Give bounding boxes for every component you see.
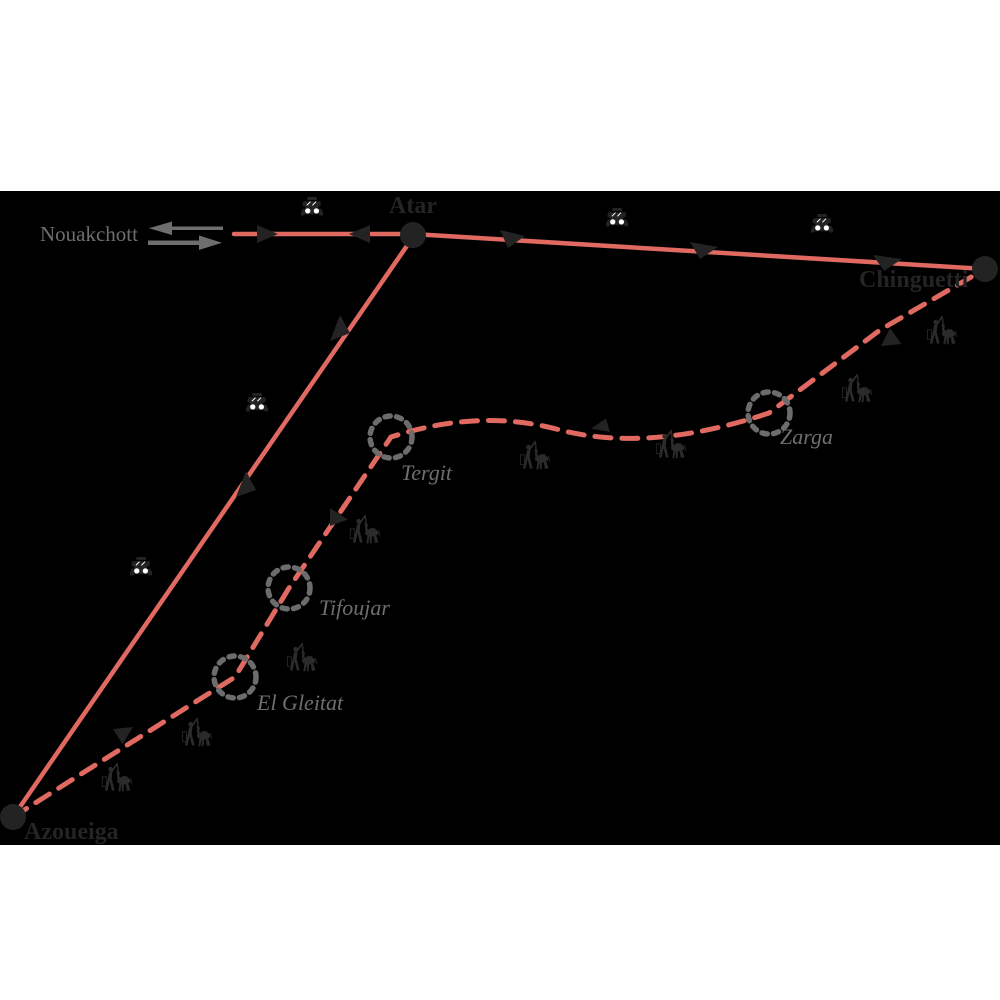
svg-text:Zarga: Zarga: [780, 424, 833, 449]
svg-text:Azoueiga: Azoueiga: [24, 819, 119, 845]
svg-text:Tergit: Tergit: [401, 460, 453, 485]
svg-text:El Gleitat: El Gleitat: [256, 690, 344, 715]
svg-text:Nouakchott: Nouakchott: [40, 222, 138, 246]
svg-text:Atar: Atar: [389, 193, 437, 219]
svg-text:Tifoujar: Tifoujar: [319, 595, 390, 620]
svg-text:Chinguetti: Chinguetti: [859, 267, 969, 293]
